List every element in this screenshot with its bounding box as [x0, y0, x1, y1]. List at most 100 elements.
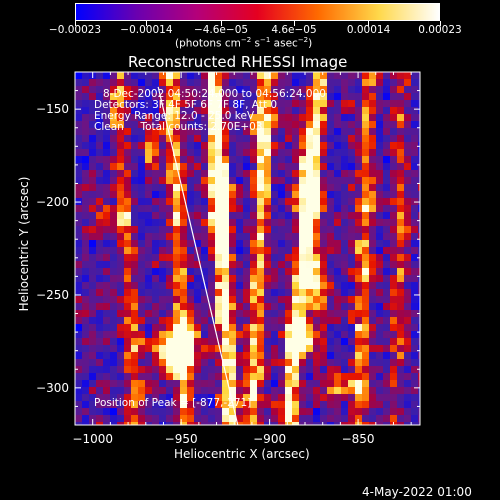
heatmap-cell: [180, 359, 188, 367]
heatmap-cell: [173, 324, 181, 332]
heatmap-cell: [215, 93, 223, 101]
heatmap-cell: [159, 261, 167, 269]
heatmap-cell: [355, 317, 363, 325]
heatmap-cell: [159, 205, 167, 213]
heatmap-cell: [124, 219, 132, 227]
heatmap-cell: [236, 289, 244, 297]
heatmap-cell: [418, 163, 421, 171]
heatmap-cell: [355, 296, 363, 304]
heatmap-cell: [306, 275, 314, 283]
heatmap-cell: [306, 317, 314, 325]
heatmap-cell: [334, 128, 342, 136]
heatmap-cell: [313, 184, 321, 192]
heatmap-cell: [292, 219, 300, 227]
heatmap-cell: [124, 324, 132, 332]
heatmap-cell: [341, 212, 349, 220]
heatmap-cell: [264, 366, 272, 374]
heatmap-cell: [376, 170, 384, 178]
heatmap-cell: [404, 345, 412, 353]
heatmap-cell: [222, 72, 230, 80]
heatmap-cell: [96, 226, 104, 234]
heatmap-cell: [194, 198, 202, 206]
heatmap-cell: [138, 107, 146, 115]
heatmap-cell: [194, 324, 202, 332]
heatmap-cell: [397, 177, 405, 185]
heatmap-cell: [201, 114, 209, 122]
heatmap-cell: [397, 338, 405, 346]
heatmap-cell: [320, 331, 328, 339]
heatmap-cell: [208, 149, 216, 157]
heatmap-cell: [362, 387, 370, 395]
heatmap-cell: [117, 317, 125, 325]
heatmap-cell: [236, 415, 244, 423]
heatmap-cell: [236, 240, 244, 248]
heatmap-cell: [397, 345, 405, 353]
heatmap-cell: [292, 114, 300, 122]
heatmap-cell: [341, 72, 349, 80]
heatmap-cell: [306, 247, 314, 255]
heatmap-cell: [299, 401, 307, 409]
heatmap-cell: [299, 184, 307, 192]
heatmap-cell: [117, 394, 125, 402]
heatmap-cell: [390, 156, 398, 164]
heatmap-cell: [194, 373, 202, 381]
heatmap-cell: [222, 401, 230, 409]
heatmap-cell: [194, 86, 202, 94]
heatmap-cell: [257, 240, 265, 248]
heatmap-cell: [152, 345, 160, 353]
heatmap-cell: [82, 296, 90, 304]
heatmap-cell: [250, 170, 258, 178]
heatmap-cell: [173, 261, 181, 269]
heatmap-cell: [292, 422, 300, 426]
heatmap-cell: [264, 128, 272, 136]
heatmap-cell: [236, 191, 244, 199]
heatmap-cell: [194, 205, 202, 213]
heatmap-cell: [362, 254, 370, 262]
heatmap-cell: [306, 240, 314, 248]
heatmap-cell: [285, 380, 293, 388]
heatmap-cell: [110, 226, 118, 234]
heatmap-cell: [124, 352, 132, 360]
heatmap-cell: [131, 212, 139, 220]
heatmap-cell: [404, 191, 412, 199]
heatmap-cell: [376, 415, 384, 423]
heatmap-cell: [82, 247, 90, 255]
heatmap-cell: [229, 163, 237, 171]
heatmap-cell: [390, 128, 398, 136]
heatmap-cell: [348, 107, 356, 115]
heatmap-cell: [313, 303, 321, 311]
heatmap-cell: [145, 282, 153, 290]
heatmap-cell: [285, 317, 293, 325]
heatmap-cell: [173, 310, 181, 318]
heatmap-cell: [397, 128, 405, 136]
heatmap-cell: [173, 191, 181, 199]
heatmap-cell: [243, 121, 251, 129]
heatmap-cell: [418, 128, 421, 136]
heatmap-cell: [208, 226, 216, 234]
heatmap-cell: [390, 142, 398, 150]
heatmap-cell: [131, 387, 139, 395]
heatmap-cell: [75, 121, 83, 129]
heatmap-cell: [292, 317, 300, 325]
heatmap-cell: [292, 191, 300, 199]
heatmap-cell: [243, 254, 251, 262]
heatmap-cell: [334, 79, 342, 87]
heatmap-cell: [229, 408, 237, 416]
heatmap-cell: [250, 93, 258, 101]
heatmap-cell: [131, 324, 139, 332]
heatmap-cell: [243, 191, 251, 199]
heatmap-cell: [327, 352, 335, 360]
heatmap-cell: [187, 331, 195, 339]
heatmap-cell: [173, 212, 181, 220]
heatmap-cell: [194, 128, 202, 136]
heatmap-cell: [334, 156, 342, 164]
heatmap-cell: [250, 387, 258, 395]
heatmap-cell: [103, 352, 111, 360]
heatmap-cell: [145, 149, 153, 157]
heatmap-cell: [299, 359, 307, 367]
heatmap-cell: [271, 142, 279, 150]
heatmap-cell: [75, 415, 83, 423]
heatmap-cell: [355, 205, 363, 213]
heatmap-cell: [299, 226, 307, 234]
heatmap-cell: [103, 233, 111, 241]
